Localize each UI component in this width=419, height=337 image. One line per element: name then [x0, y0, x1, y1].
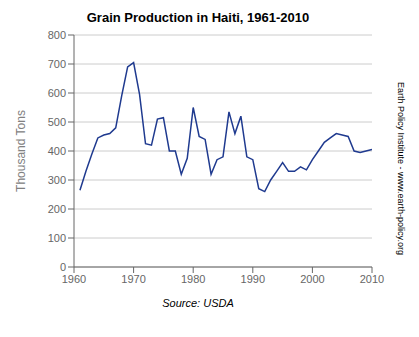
svg-text:2000: 2000: [300, 273, 324, 285]
html-text:Source: USDA: Source: USDA: [162, 297, 234, 309]
svg-text:2010: 2010: [360, 273, 384, 285]
svg-text:200: 200: [48, 203, 66, 215]
svg-text:500: 500: [48, 116, 66, 128]
svg-text:400: 400: [48, 145, 66, 157]
svg-text:800: 800: [48, 29, 66, 41]
svg-text:1980: 1980: [181, 273, 205, 285]
svg-text:0: 0: [60, 261, 66, 273]
html-text:Earth Policy Institute - www.e: Earth Policy Institute - www.earth-polic…: [396, 81, 406, 255]
svg-text:700: 700: [48, 58, 66, 70]
svg-text:600: 600: [48, 87, 66, 99]
svg-text:100: 100: [48, 232, 66, 244]
svg-text:1970: 1970: [121, 273, 145, 285]
html-text:Grain Production in Haiti, 196: Grain Production in Haiti, 1961-2010: [86, 10, 310, 25]
svg-text:1990: 1990: [241, 273, 265, 285]
svg-text:Thousand Tons: Thousand Tons: [14, 110, 28, 192]
svg-text:1960: 1960: [62, 273, 86, 285]
svg-text:300: 300: [48, 174, 66, 186]
